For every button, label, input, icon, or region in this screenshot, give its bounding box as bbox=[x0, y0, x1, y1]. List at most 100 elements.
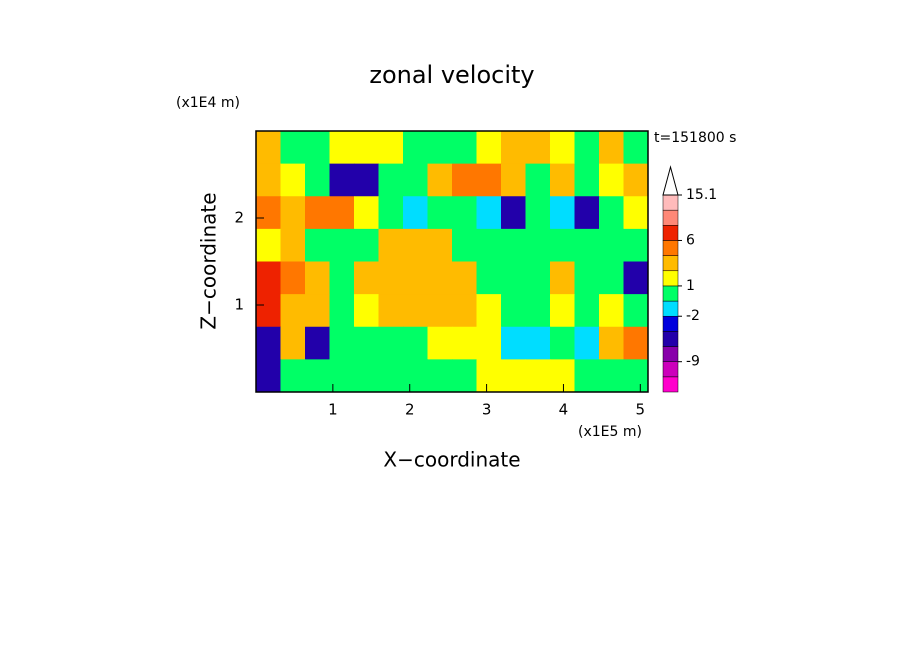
colorbar-bin bbox=[662, 285, 679, 302]
contour-cell bbox=[599, 359, 624, 393]
contour-cell bbox=[280, 294, 306, 328]
x-tick-label: 2 bbox=[405, 401, 415, 419]
contour-cell bbox=[403, 196, 428, 230]
contour-cell bbox=[329, 294, 355, 328]
contour-cell bbox=[501, 131, 526, 165]
colorbar-bin bbox=[662, 315, 679, 332]
contour-cell bbox=[354, 294, 379, 328]
contour-cell bbox=[354, 196, 379, 230]
contour-cell bbox=[305, 359, 330, 393]
contour-cell bbox=[329, 326, 355, 360]
contour-cell bbox=[501, 326, 526, 360]
contour-cell bbox=[427, 163, 453, 197]
contour-cell bbox=[354, 359, 379, 393]
contour-cell bbox=[256, 163, 281, 197]
contour-cell bbox=[525, 359, 551, 393]
contour-cell bbox=[378, 196, 404, 230]
contour-cell bbox=[403, 131, 428, 165]
contour-cell bbox=[501, 196, 526, 230]
colorbar-bin bbox=[662, 194, 679, 211]
contour-cell bbox=[550, 163, 575, 197]
contour-cell bbox=[378, 228, 404, 262]
contour-cell bbox=[427, 326, 453, 360]
contour-cell bbox=[476, 359, 502, 393]
contour-cell bbox=[427, 228, 453, 262]
contour-cell bbox=[305, 261, 330, 295]
contour-cell bbox=[599, 326, 624, 360]
x-tick-label: 5 bbox=[636, 401, 646, 419]
contour-cell bbox=[574, 196, 600, 230]
x-unit: (x1E5 m) bbox=[578, 424, 642, 440]
contour-cell bbox=[329, 131, 355, 165]
contour-cell bbox=[599, 261, 624, 295]
contour-cell bbox=[378, 131, 404, 165]
contour-cell bbox=[256, 294, 281, 328]
contour-cell bbox=[403, 359, 428, 393]
contour-cell bbox=[280, 359, 306, 393]
contour-cell bbox=[378, 294, 404, 328]
contour-cell bbox=[574, 294, 600, 328]
contour-cell bbox=[280, 131, 306, 165]
contour-cell bbox=[329, 359, 355, 393]
x-tick-label: 3 bbox=[482, 401, 492, 419]
contour-cell bbox=[403, 326, 428, 360]
contour-cell bbox=[476, 163, 502, 197]
plot-frame bbox=[255, 130, 649, 393]
contour-cell bbox=[256, 228, 281, 262]
y-tick-label: 2 bbox=[234, 209, 244, 227]
contour-cell bbox=[501, 261, 526, 295]
contour-cell bbox=[329, 196, 355, 230]
contour-cell bbox=[305, 326, 330, 360]
contour-cell bbox=[574, 163, 600, 197]
contour-cell bbox=[501, 163, 526, 197]
contour-cell bbox=[525, 326, 551, 360]
y-tick-label: 1 bbox=[234, 296, 244, 314]
chart-title: zonal velocity bbox=[369, 61, 534, 89]
contour-cell bbox=[403, 261, 428, 295]
colorbar-bin bbox=[662, 300, 679, 317]
contour-cell bbox=[305, 196, 330, 230]
contour-cell bbox=[623, 261, 649, 295]
contour-cell bbox=[501, 294, 526, 328]
contour-cell bbox=[574, 228, 600, 262]
contour-cell bbox=[550, 196, 575, 230]
contour-cell bbox=[280, 228, 306, 262]
contour-cell bbox=[329, 261, 355, 295]
contour-cell bbox=[354, 131, 379, 165]
contour-cell bbox=[525, 294, 551, 328]
colorbar-label: 15.1 bbox=[686, 187, 717, 203]
contour-cell bbox=[599, 228, 624, 262]
contour-cell bbox=[452, 359, 477, 393]
contour-cell bbox=[452, 163, 477, 197]
contour-cell bbox=[354, 163, 379, 197]
contour-cell bbox=[550, 359, 575, 393]
contour-cell bbox=[403, 294, 428, 328]
contour-cell bbox=[501, 359, 526, 393]
contour-cell bbox=[256, 326, 281, 360]
colorbar: 15.1 6 1 -2 -9 bbox=[662, 165, 717, 393]
contour-cell bbox=[574, 326, 600, 360]
contour-cell bbox=[476, 326, 502, 360]
contour-cell bbox=[550, 326, 575, 360]
contour-cell bbox=[452, 228, 477, 262]
contour-cell bbox=[550, 228, 575, 262]
colorbar-bin bbox=[662, 255, 679, 272]
contour-cell bbox=[476, 196, 502, 230]
contour-cell bbox=[550, 294, 575, 328]
colorbar-bin bbox=[662, 361, 679, 378]
y-unit: (x1E4 m) bbox=[176, 95, 240, 111]
colorbar-bin bbox=[662, 346, 679, 362]
colorbar-bin bbox=[662, 270, 679, 287]
contour-cell bbox=[305, 228, 330, 262]
contour-cell bbox=[280, 261, 306, 295]
contour-cell bbox=[452, 261, 477, 295]
contour-cell bbox=[378, 163, 404, 197]
contour-cell bbox=[280, 163, 306, 197]
contour-cell bbox=[378, 359, 404, 393]
contour-cell bbox=[280, 326, 306, 360]
contour-cell bbox=[623, 228, 649, 262]
contour-cell bbox=[427, 359, 453, 393]
contour-cell bbox=[550, 261, 575, 295]
contour-cell bbox=[599, 196, 624, 230]
